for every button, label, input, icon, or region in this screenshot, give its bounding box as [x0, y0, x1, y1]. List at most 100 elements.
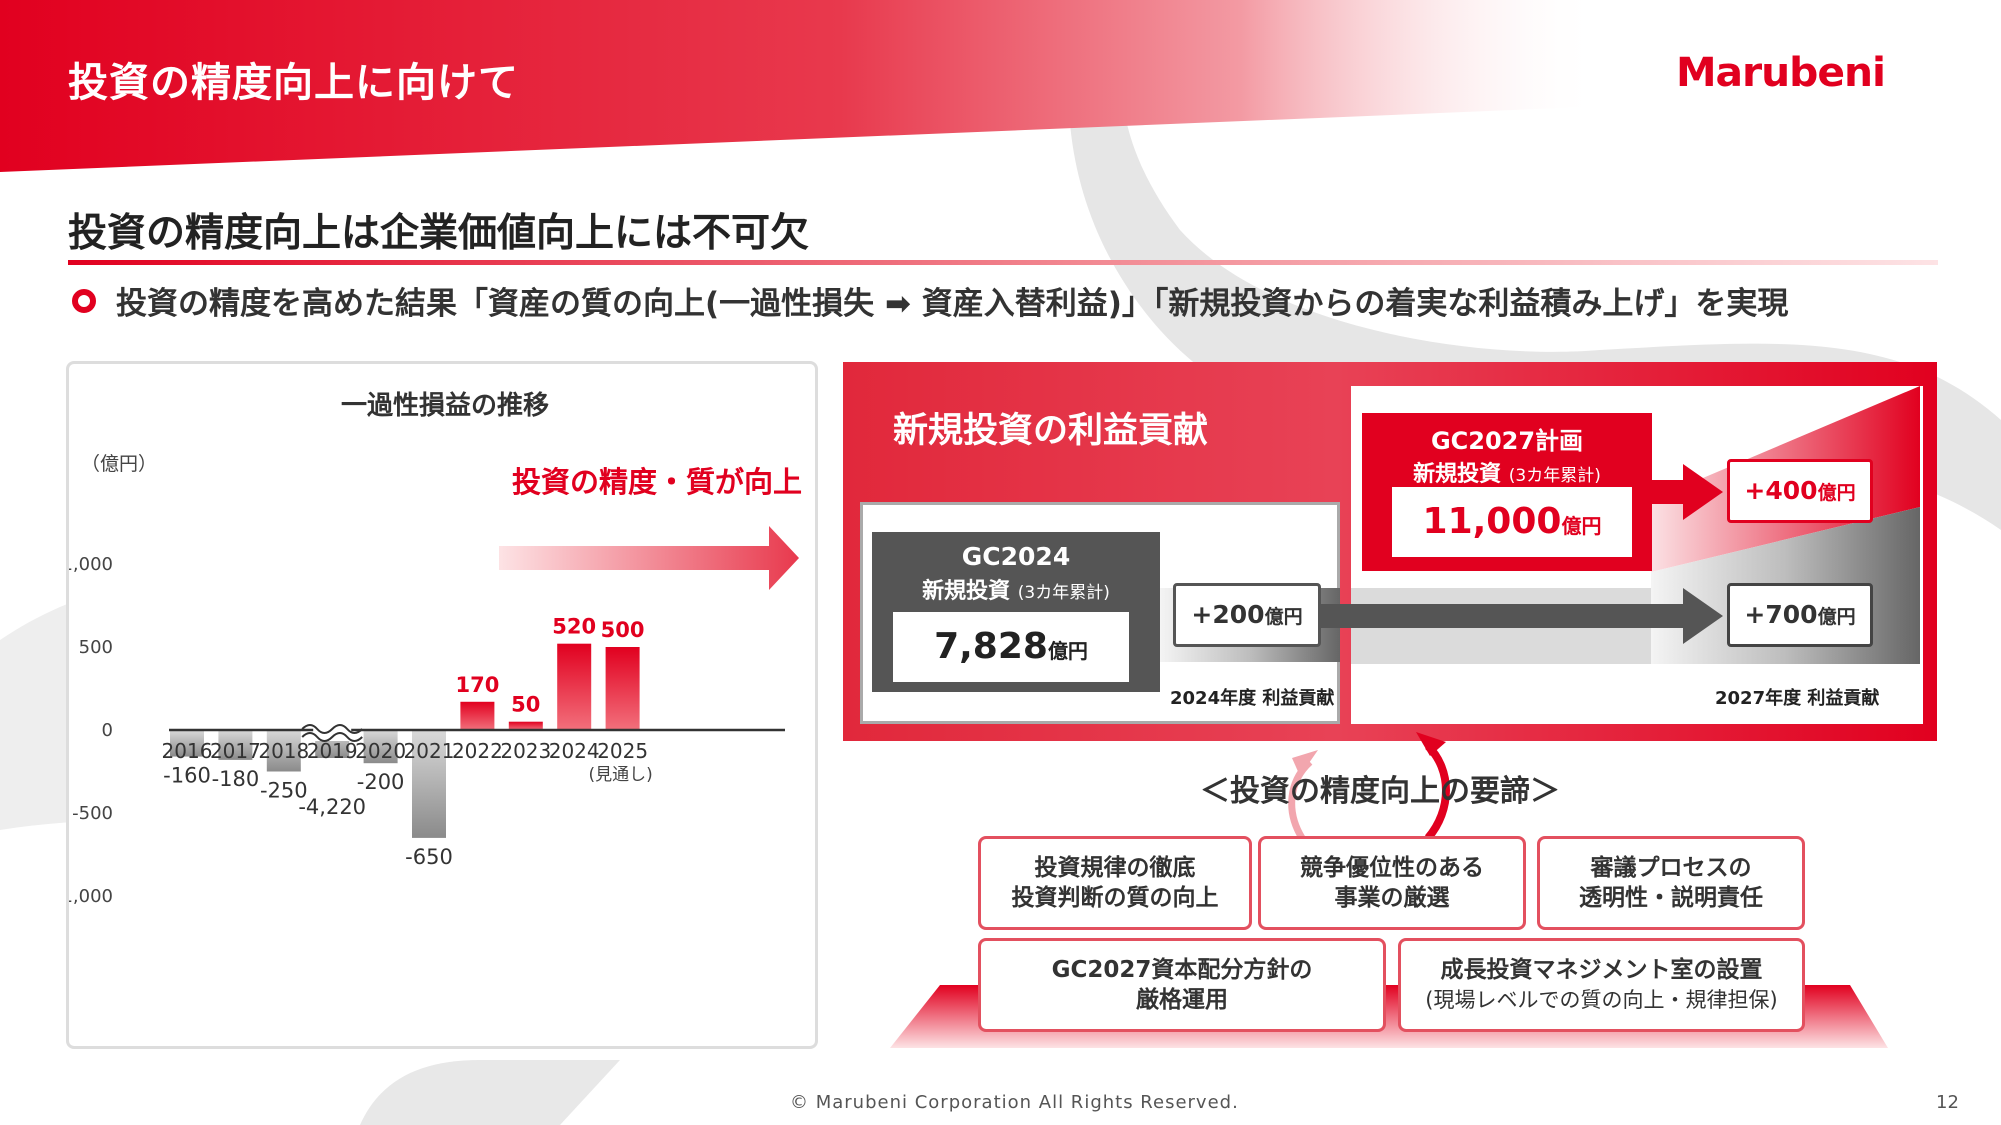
plus-700-badge: +700億円: [1727, 583, 1873, 647]
y-tick-label: 1,000: [69, 554, 113, 575]
fy2024-contribution-label: 2024年度 利益貢献: [1170, 688, 1335, 709]
section-heading: 投資の精度向上は企業価値向上には不可欠: [68, 211, 810, 256]
contribution-title: 新規投資の利益貢献: [893, 411, 1209, 451]
key-point-review-transparency: 審議プロセスの 透明性・説明責任: [1537, 836, 1805, 930]
key-points-title: ＜投資の精度向上の要諦＞: [1200, 774, 1560, 809]
plus-400-unit: 億円: [1817, 482, 1856, 504]
axis-break-wave: [301, 732, 363, 742]
x-tick-2022: 2022: [452, 739, 503, 763]
gc2027-value: 11,000: [1422, 501, 1562, 542]
y-tick-label: -1,000: [69, 886, 113, 907]
y-tick-label: 500: [79, 637, 113, 658]
x-tick-2018: 2018: [258, 739, 309, 763]
x-tick-2020: 2020: [355, 739, 406, 763]
key-point-line2: 投資判断の質の向上: [1011, 885, 1219, 911]
plus-400-value: +400: [1744, 476, 1818, 505]
one-time-pl-chart-panel: 一過性損益の推移 （億円） 1,000 500 0 -500 -1,000 投資の精度・…: [66, 361, 818, 1049]
key-point-investment-discipline: 投資規律の徹底 投資判断の質の向上: [978, 836, 1252, 930]
bar-2022: [460, 701, 495, 730]
plus-400-badge: +400億円: [1727, 459, 1873, 523]
key-point-line1: 成長投資マネジメント室の設置: [1440, 957, 1763, 983]
gc2024-label: 新規投資: [922, 579, 1011, 604]
value-label-2024: 520: [552, 615, 596, 639]
axis-break-wave: [301, 724, 363, 734]
key-point-business-selection: 競争優位性のある 事業の厳選: [1258, 836, 1526, 930]
bar-2024: [557, 643, 592, 730]
one-time-pl-chart: 一過性損益の推移 （億円） 1,000 500 0 -500 -1,000 投資の精度・…: [69, 391, 802, 907]
x-tick-2016: 2016: [162, 739, 213, 763]
summary-text: 投資の精度を高めた結果「資産の質の向上(一過性損失 ➡ 資産入替利益)」「新規投…: [116, 286, 1789, 322]
marubeni-logo: Marubeni: [1675, 50, 1886, 96]
gc2027-label: 新規投資: [1413, 462, 1502, 487]
gc2024-label-row: 新規投資 (3カ年累計): [872, 573, 1160, 605]
value-label-2023: 50: [511, 693, 540, 717]
annotation-text: 投資の精度・質が向上: [512, 465, 802, 499]
plus-700-value: +700: [1744, 600, 1818, 629]
key-point-line1: 審議プロセスの: [1590, 855, 1752, 881]
annotation-arrow: [499, 526, 799, 590]
bar-2018: [266, 730, 301, 772]
bar-2023: [508, 721, 543, 730]
header-banner: [0, 0, 2001, 172]
gc2027-unit: 億円: [1561, 514, 1602, 538]
summary-bullet: 投資の精度を高めた結果「資産の質の向上(一過性損失 ➡ 資産入替利益)」「新規投…: [72, 278, 1788, 323]
key-point-line1: 投資規律の徹底: [1034, 855, 1196, 881]
plus-200-unit: 億円: [1264, 606, 1303, 628]
x-tick-2019: 2019: [307, 739, 358, 763]
key-point-line1: GC2027資本配分方針の: [1051, 957, 1313, 983]
x-tick-2017: 2017: [210, 739, 261, 763]
fy2027-contribution-label: 2027年度 利益貢献: [1715, 688, 1880, 709]
key-point-line1: 競争優位性のある: [1300, 855, 1484, 881]
value-label-2016: -160: [163, 764, 211, 788]
gc2027-name: GC2027計画: [1430, 427, 1584, 455]
value-label-2025: 500: [601, 618, 645, 642]
gc2024-value-box: 7,828億円: [893, 612, 1129, 682]
key-point-line2: 事業の厳選: [1334, 885, 1450, 911]
chart-title: 一過性損益の推移: [341, 391, 549, 421]
key-point-line2: 透明性・説明責任: [1579, 885, 1763, 911]
bar-2017: [218, 730, 253, 760]
gc2024-value: 7,828: [934, 626, 1048, 667]
value-label-2017: -180: [212, 767, 260, 791]
category-note: (見通し): [588, 765, 652, 785]
gc2027-value-box: 11,000億円: [1392, 487, 1632, 557]
key-point-line2: (現場レベルでの質の向上・規律担保): [1425, 988, 1778, 1012]
key-point-growth-management-office: 成長投資マネジメント室の設置 (現場レベルでの質の向上・規律担保): [1398, 938, 1805, 1032]
bar-2025: [605, 647, 640, 730]
y-axis-label: （億円）: [81, 453, 157, 475]
page-number: 12: [1936, 1092, 1959, 1113]
plus-200-value: +200: [1191, 600, 1265, 629]
x-tick-2024: 2024: [549, 739, 600, 763]
key-point-line2: 厳格運用: [1136, 987, 1228, 1013]
gc2027-note: (3カ年累計): [1508, 466, 1601, 486]
x-tick-2023: 2023: [500, 739, 551, 763]
bar-2020: [363, 730, 398, 764]
gc2024-name: GC2024: [961, 542, 1071, 571]
heading-rule: [68, 260, 1938, 265]
key-point-capital-allocation: GC2027資本配分方針の 厳格運用: [978, 938, 1386, 1032]
y-tick-label: 0: [102, 720, 113, 741]
value-label-2019: -4,220: [298, 795, 366, 819]
axis-break-icon: [301, 724, 363, 742]
bar-2021: [412, 730, 446, 838]
value-label-2021: -650: [405, 845, 453, 869]
gc2024-unit: 億円: [1047, 639, 1088, 663]
value-label-2022: 170: [455, 673, 499, 697]
gc2024-note: (3カ年累計): [1017, 583, 1110, 603]
plus-700-unit: 億円: [1817, 606, 1856, 628]
bullet-ring-icon: [72, 288, 96, 313]
arrow-to-400: [1651, 464, 1723, 520]
copyright: © Marubeni Corporation All Rights Reserv…: [790, 1092, 1239, 1113]
axis-break-gap: [313, 725, 352, 741]
value-label-2018: -250: [260, 779, 308, 803]
x-tick-2021: 2021: [404, 739, 455, 763]
plus-200-badge: +200億円: [1173, 583, 1321, 647]
x-tick-2025: 2025: [597, 739, 648, 763]
gc2027-label-row: 新規投資 (3カ年累計): [1362, 456, 1652, 488]
y-tick-label: -500: [72, 803, 113, 824]
page-title: 投資の精度向上に向けて: [68, 60, 519, 106]
gc2027-card: GC2027計画 新規投資 (3カ年累計) 11,000億円: [1362, 413, 1652, 571]
arrow-to-700: [1321, 588, 1723, 644]
bar-2016: [170, 730, 204, 757]
value-label-2020: -200: [357, 770, 405, 794]
